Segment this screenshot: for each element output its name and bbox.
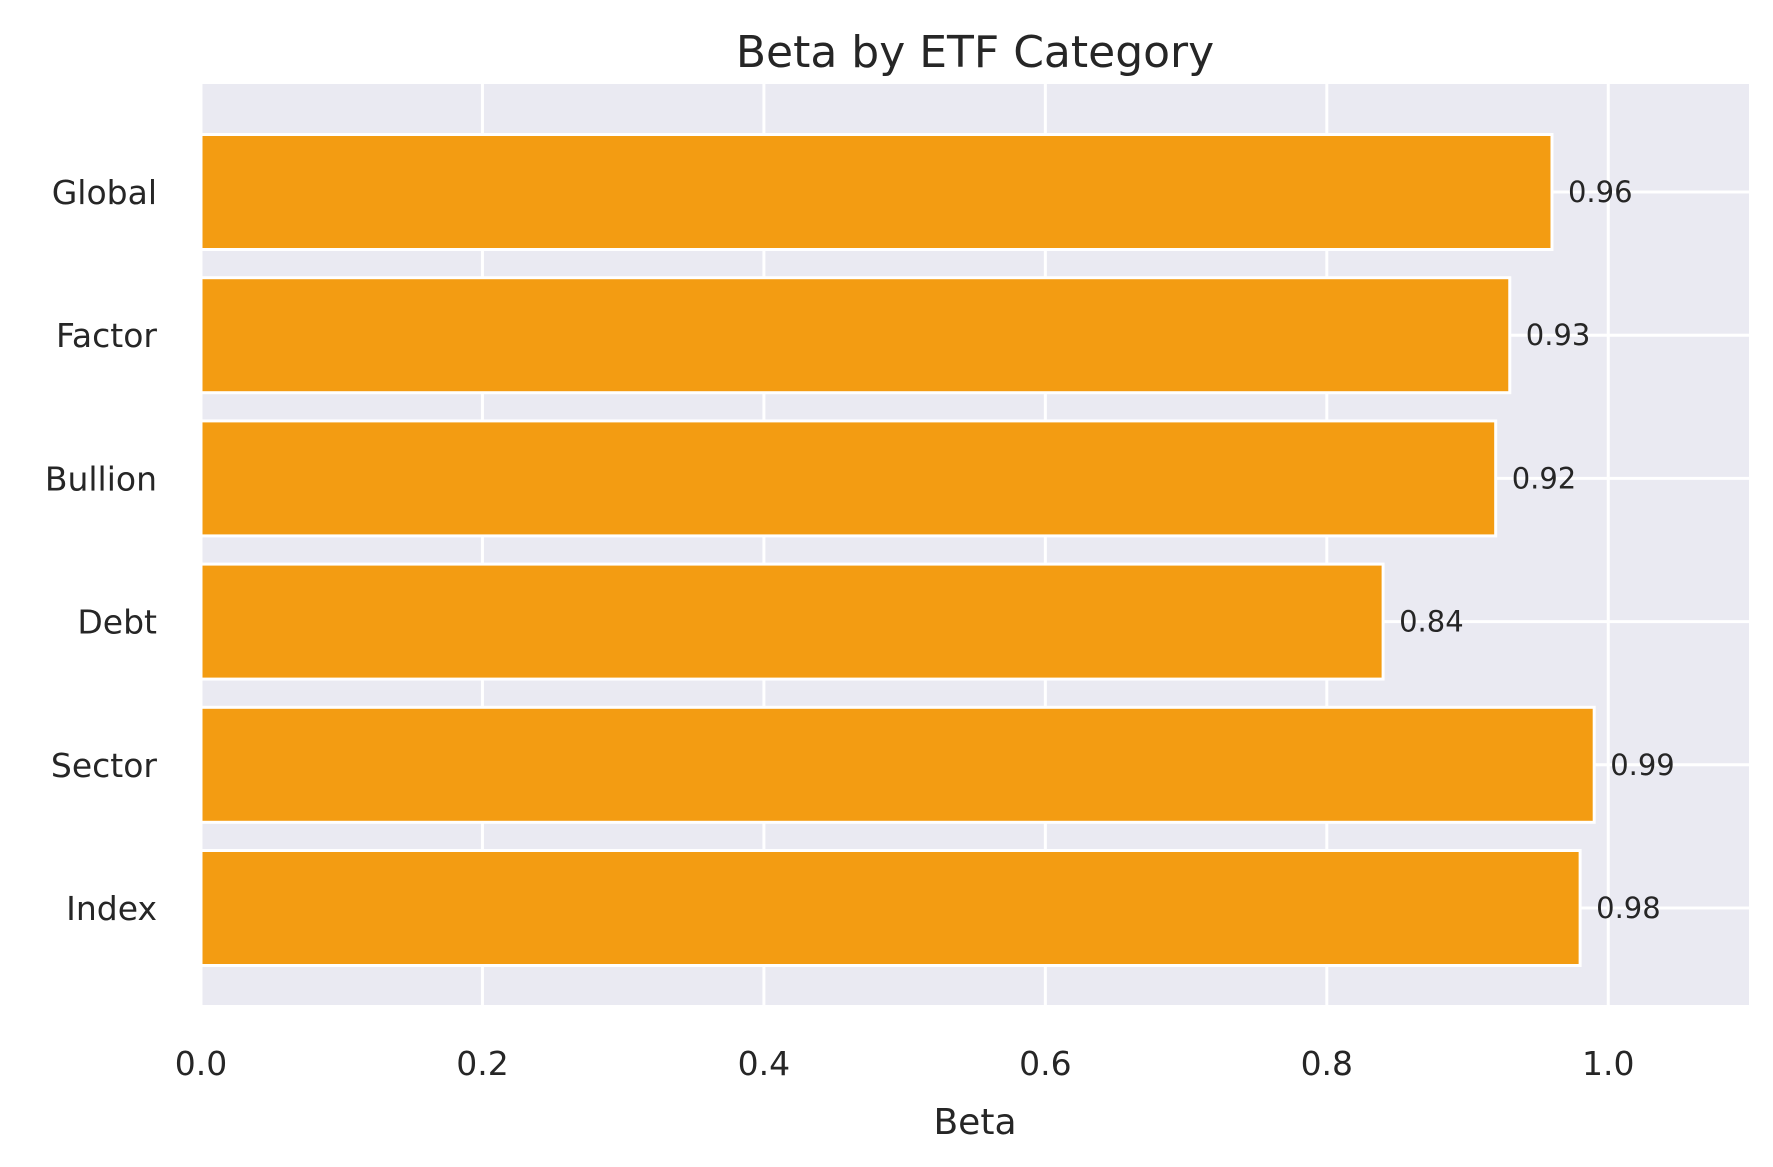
data-labels: 0.96 0.93 0.92 0.84 0.99 0.98 [1399,175,1675,925]
y-axis-ticks: Global Factor Bullion Debt Sector Index [45,173,158,928]
y-tick-label: Sector [51,746,158,785]
bar-sector [199,705,1596,824]
bar-global [199,133,1554,251]
bar-bullion [199,419,1498,538]
data-label: 0.98 [1596,891,1661,925]
x-axis-label: Beta [933,1102,1016,1143]
y-tick-label: Bullion [45,459,157,498]
x-tick-label: 0.6 [1019,1044,1071,1083]
data-label: 0.96 [1568,175,1633,209]
data-label: 0.92 [1512,461,1577,495]
data-label: 0.93 [1526,318,1591,352]
chart-title: Beta by ETF Category [736,27,1214,78]
bars [199,133,1596,967]
data-label: 0.99 [1610,748,1675,782]
bar-debt [199,562,1385,681]
bar-factor [199,276,1512,395]
x-tick-label: 0.4 [738,1044,790,1083]
y-tick-label: Debt [77,603,157,642]
x-axis-ticks: 0.0 0.2 0.4 0.6 0.8 1.0 [175,1044,1635,1083]
y-tick-label: Factor [56,316,157,355]
y-tick-label: Global [52,173,157,212]
x-tick-label: 1.0 [1582,1044,1634,1083]
data-label: 0.84 [1399,605,1464,639]
x-tick-label: 0.0 [175,1044,227,1083]
bar-index [199,849,1582,967]
x-tick-label: 0.2 [456,1044,508,1083]
y-tick-label: Index [66,889,157,928]
x-tick-label: 0.8 [1301,1044,1353,1083]
